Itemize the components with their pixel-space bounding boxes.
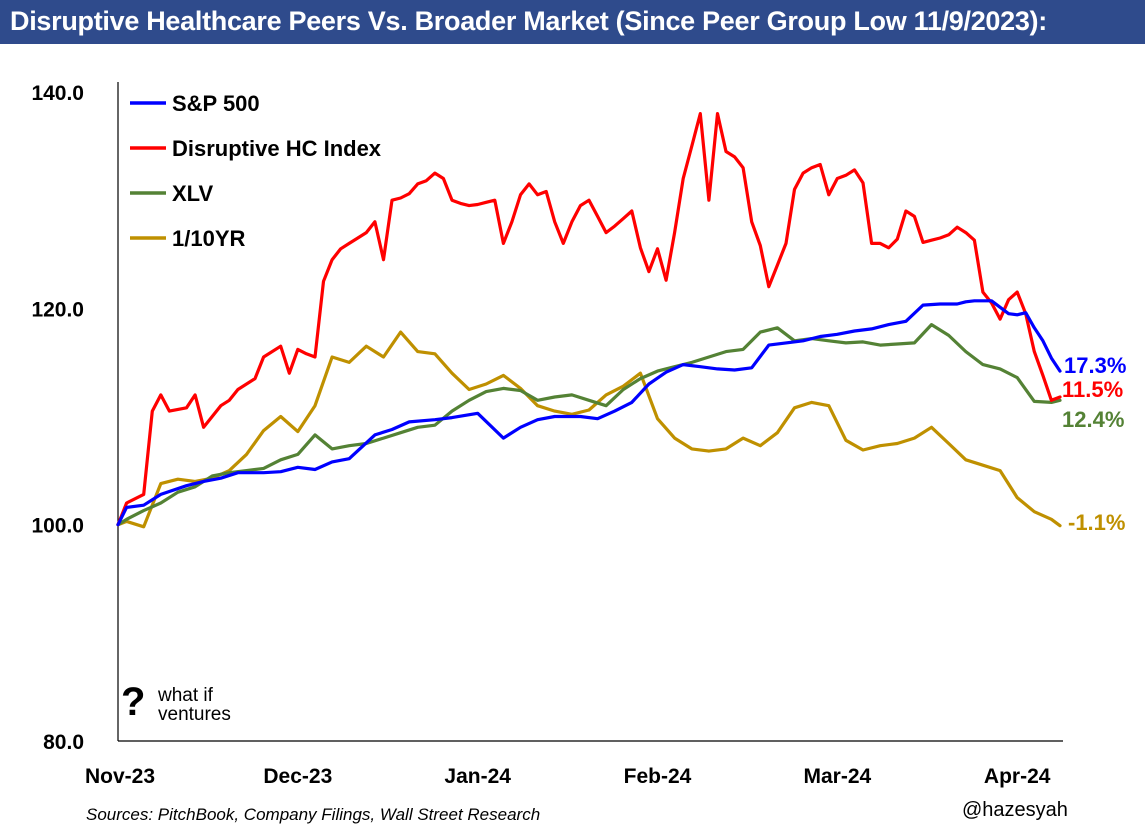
logo-text: what if ventures xyxy=(158,686,268,724)
chart-axes xyxy=(117,82,1063,742)
x-tick-label: Apr-24 xyxy=(984,765,1051,788)
logo-question-mark-icon: ? xyxy=(121,680,146,724)
x-tick-label: Feb-24 xyxy=(624,765,692,788)
y-tick-label: 120.0 xyxy=(31,298,84,321)
series-line-2 xyxy=(116,323,1062,527)
x-tick-label: Mar-24 xyxy=(803,765,871,788)
page-title: Disruptive Healthcare Peers Vs. Broader … xyxy=(10,6,1047,36)
legend-label: 1/10YR xyxy=(172,226,245,251)
x-tick-label: Dec-23 xyxy=(263,765,332,788)
chart-end-labels: 17.3%11.5% 12.4% -1.1% xyxy=(1062,353,1126,535)
series-end-label: -1.1% xyxy=(1068,510,1125,535)
x-tick-label: Jan-24 xyxy=(444,765,511,788)
title-bar: Disruptive Healthcare Peers Vs. Broader … xyxy=(0,0,1145,44)
logo-text-line2: ventures xyxy=(158,704,231,725)
series-line-3 xyxy=(116,330,1062,529)
author-handle: @hazesyah xyxy=(962,799,1068,821)
y-tick-label: 100.0 xyxy=(31,515,84,538)
series-line-1 xyxy=(116,112,1062,527)
y-tick-label: 140.0 xyxy=(31,82,84,105)
legend-label: Disruptive HC Index xyxy=(172,136,382,161)
series-line-0 xyxy=(116,299,1062,527)
legend-label: XLV xyxy=(172,181,213,206)
series-end-label: 11.5% xyxy=(1062,377,1123,402)
x-tick-label: Nov-23 xyxy=(85,765,155,788)
chart-series-lines xyxy=(116,112,1062,529)
chart-legend: S&P 500 Disruptive HC Index XLV 1/10YR xyxy=(130,91,382,251)
y-tick-label: 80.0 xyxy=(43,731,84,754)
series-end-label: 17.3% xyxy=(1064,353,1126,378)
series-end-label: 12.4% xyxy=(1062,407,1124,432)
legend-label: S&P 500 xyxy=(172,91,260,116)
logo-text-line1: what if xyxy=(158,685,213,706)
source-note: Sources: PitchBook, Company Filings, Wal… xyxy=(86,805,541,824)
